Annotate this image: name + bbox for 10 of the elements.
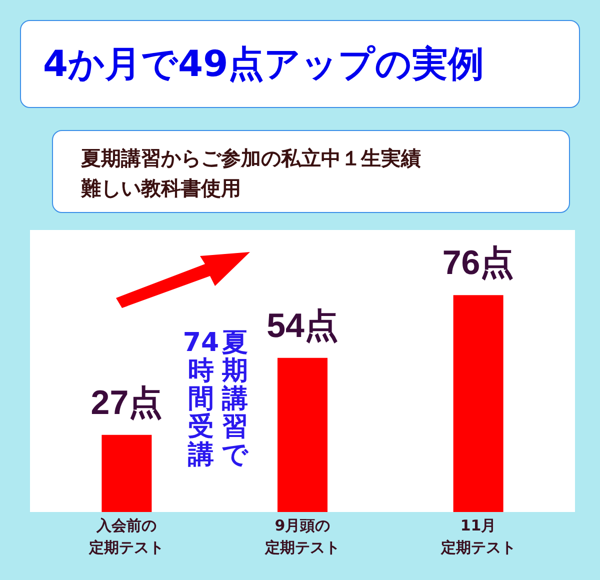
data-label: 54点 (266, 306, 338, 345)
data-label: 27点 (90, 384, 163, 422)
x-tick-label: 9月頭の定期テスト (264, 516, 340, 556)
chart-subtitle: 夏期講習からご参加の私立中１生実績難しい教科書使用 (81, 145, 422, 202)
x-tick-label: 入会前の定期テスト (88, 516, 164, 556)
annotation: 74時間受講 (182, 328, 220, 470)
annotation: 夏期講習で (221, 328, 250, 470)
chart-title: 4か月で49点アップの実例 (20, 20, 580, 108)
data-label: 76点 (442, 244, 514, 282)
x-tick-label: 11月定期テスト (440, 516, 516, 556)
